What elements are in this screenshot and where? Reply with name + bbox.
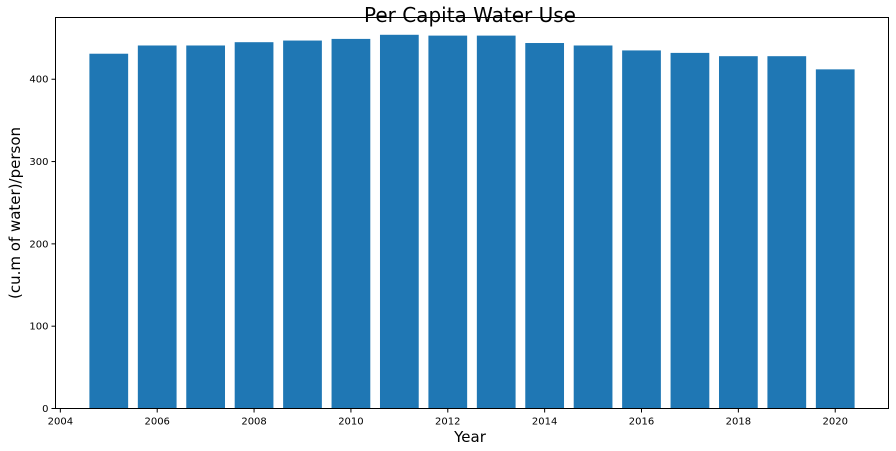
bar-2016: [622, 50, 661, 409]
bar-2006: [137, 45, 177, 409]
bar-2005: [89, 53, 129, 409]
x-tick-label: 2010: [338, 417, 363, 428]
y-tick-label: 0: [42, 404, 48, 415]
bar-2014: [525, 43, 565, 409]
x-tick-label: 2004: [48, 417, 73, 428]
y-tick-label: 200: [29, 239, 48, 250]
x-tick-label: 2018: [726, 417, 751, 428]
bar-2017: [670, 52, 710, 409]
x-tick-label: 2020: [823, 417, 848, 428]
bar-2008: [234, 42, 274, 409]
x-tick-label: 2016: [629, 417, 654, 428]
x-tick-label: 2008: [241, 417, 266, 428]
x-axis-ticks: 2004 2006 2008 2010 2012 2014 2016 2018 2020: [48, 408, 848, 428]
bar-2007: [186, 45, 226, 409]
bar-2009: [283, 40, 322, 409]
bar-2018: [718, 56, 758, 409]
bar-2013: [476, 35, 516, 409]
bars-group: [89, 34, 855, 409]
x-tick-label: 2012: [435, 417, 460, 428]
bar-2012: [428, 35, 468, 409]
x-axis-label: Year: [453, 428, 487, 446]
chart-title: Per Capita Water Use: [364, 3, 576, 27]
x-tick-label: 2006: [144, 417, 169, 428]
bar-2015: [573, 45, 613, 409]
y-tick-label: 300: [29, 157, 48, 168]
y-tick-label: 100: [29, 322, 48, 333]
y-axis-ticks: 0 100 200 300 400: [29, 75, 56, 415]
x-tick-label: 2014: [532, 417, 557, 428]
y-tick-label: 400: [29, 75, 48, 86]
y-axis-label: (cu.m of water)/person: [6, 127, 24, 299]
bar-2011: [379, 34, 419, 409]
plot-frame: [55, 17, 889, 409]
bar-2010: [331, 38, 371, 409]
bar-2020: [815, 69, 855, 409]
bar-2019: [767, 56, 807, 409]
